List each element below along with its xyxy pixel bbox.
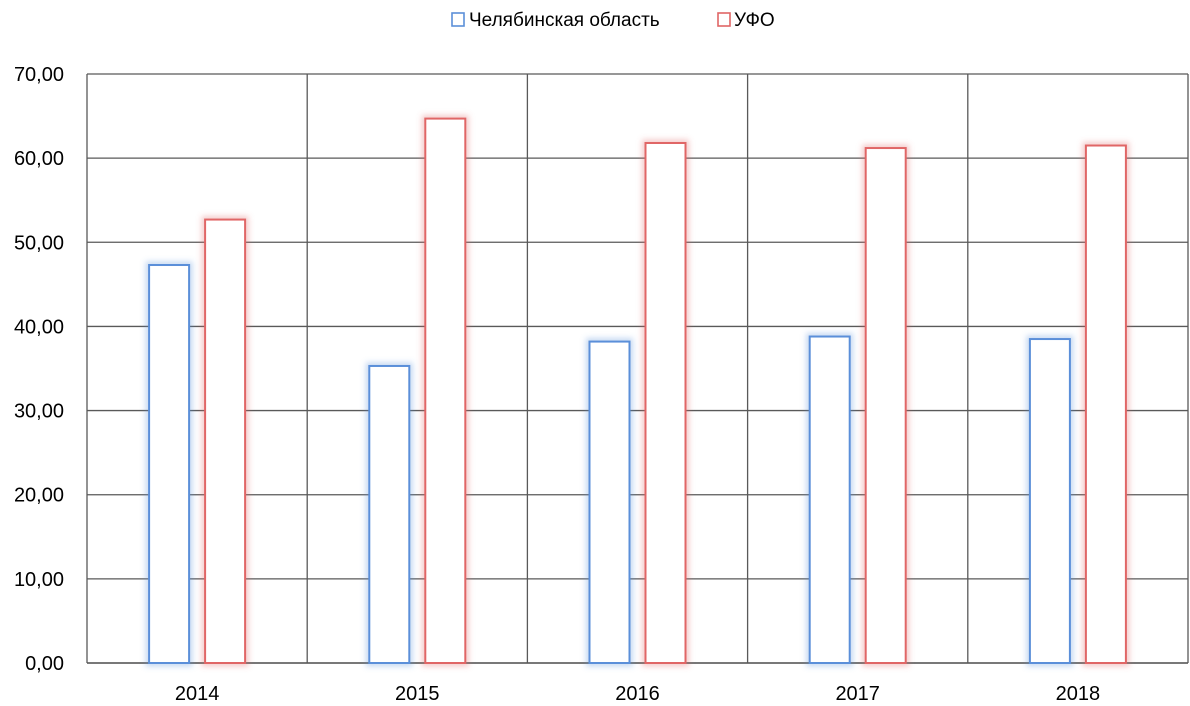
bar-1-2015 [421, 115, 469, 667]
bar-0-2016 [586, 338, 633, 667]
x-tick-label-2018: 2018 [1056, 683, 1101, 705]
bar-outline [424, 117, 467, 665]
bars [145, 115, 1130, 667]
x-tick-label-2016: 2016 [615, 683, 660, 705]
y-axis: 0,00 10,00 20,00 30,00 40,00 50,00 60,00 70,00 [14, 64, 64, 675]
x-tick-label-2015: 2015 [395, 683, 440, 705]
legend: Челябинская область УФО [451, 10, 775, 31]
legend-label-chelyabinsk: Челябинская область [469, 10, 660, 31]
bar-1-2014 [201, 216, 249, 667]
bar-outline [1084, 144, 1127, 664]
bar-outline [588, 340, 631, 664]
bar-outline [808, 335, 851, 664]
bar-outline [644, 141, 687, 665]
grid [86, 73, 1189, 664]
bar-1-2017 [862, 144, 910, 667]
legend-swatch-chelyabinsk [451, 12, 465, 27]
legend-swatch-ufo [717, 12, 731, 27]
bar-1-2018 [1082, 142, 1130, 667]
y-tick-label-6: 60,00 [14, 148, 64, 170]
bar-outline [368, 364, 411, 664]
bar-outline [204, 218, 247, 664]
y-tick-label-0: 0,00 [25, 653, 64, 675]
bar-outline [864, 147, 907, 664]
x-tick-label-2014: 2014 [175, 683, 220, 705]
y-tick-label-7: 70,00 [14, 64, 64, 86]
bar-outline [148, 264, 191, 664]
bar-0-2017 [806, 333, 854, 667]
x-axis: 2014 2015 2016 2017 2018 [175, 683, 1100, 705]
y-tick-label-4: 40,00 [14, 316, 64, 338]
bar-0-2014 [145, 261, 193, 667]
x-tick-label-2017: 2017 [835, 683, 880, 705]
bar-0-2015 [365, 362, 413, 667]
y-tick-label-1: 10,00 [14, 569, 64, 591]
y-tick-label-2: 20,00 [14, 485, 64, 507]
bar-outline [1028, 338, 1071, 664]
y-tick-label-3: 30,00 [14, 401, 64, 423]
y-tick-label-5: 50,00 [14, 232, 64, 254]
bar-1-2016 [642, 139, 689, 667]
bar-0-2018 [1026, 335, 1074, 667]
legend-label-ufo: УФО [734, 10, 775, 31]
